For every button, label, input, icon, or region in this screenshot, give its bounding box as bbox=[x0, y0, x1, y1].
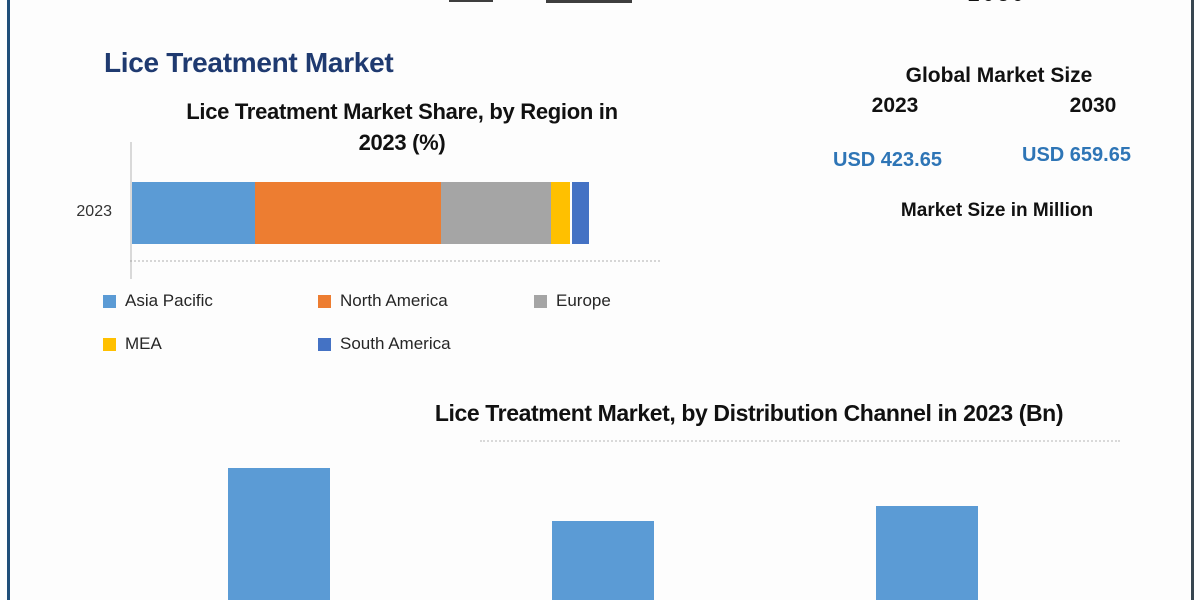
top-cut-text-remnant bbox=[449, 0, 493, 2]
region-stacked-bar bbox=[132, 182, 589, 244]
legend-swatch-mea bbox=[103, 337, 116, 351]
legend-label: MEA bbox=[125, 334, 162, 353]
region-chart-title: Lice Treatment Market Share, by Region i… bbox=[152, 96, 652, 158]
market-size-value-2023: USD 423.65 bbox=[833, 149, 942, 171]
legend-item-asia-pacific: Asia Pacific bbox=[103, 291, 213, 311]
region-chart-baseline bbox=[130, 260, 660, 262]
legend-item-europe: Europe bbox=[534, 291, 611, 311]
distribution-bar-3 bbox=[876, 506, 978, 600]
global-market-size-title: Global Market Size bbox=[905, 64, 1093, 87]
legend-label: Europe bbox=[556, 291, 611, 310]
distribution-chart-title-underline bbox=[480, 440, 1120, 442]
legend-item-north-america: North America bbox=[318, 291, 448, 311]
market-size-year-2023: 2023 bbox=[871, 94, 919, 117]
market-size-value-2030: USD 659.65 bbox=[1022, 144, 1131, 166]
legend-label: South America bbox=[340, 334, 451, 353]
stacked-segment-mea bbox=[550, 182, 571, 244]
legend-swatch-north-america bbox=[318, 294, 331, 308]
legend-swatch-south-america bbox=[318, 337, 331, 351]
legend-swatch-europe bbox=[534, 294, 547, 308]
stacked-segment-north-america bbox=[254, 182, 442, 244]
legend-swatch-asia-pacific bbox=[103, 294, 116, 308]
stacked-segment-south-america bbox=[572, 182, 589, 244]
region-chart-title-line1: Lice Treatment Market Share, by Region i… bbox=[186, 99, 618, 124]
legend-item-mea: MEA bbox=[103, 334, 162, 354]
region-chart-y-axis bbox=[130, 142, 132, 279]
stacked-segment-europe bbox=[441, 182, 551, 244]
distribution-bar-1 bbox=[228, 468, 330, 600]
market-size-unit-note: Market Size in Million bbox=[900, 200, 1094, 221]
distribution-chart-title: Lice Treatment Market, by Distribution C… bbox=[434, 400, 1064, 426]
legend-label: Asia Pacific bbox=[125, 291, 213, 310]
legend-item-south-america: South America bbox=[318, 334, 451, 354]
market-size-year-2030: 2030 bbox=[1069, 94, 1117, 117]
legend-label: North America bbox=[340, 291, 448, 310]
right-border-line bbox=[1191, 0, 1194, 600]
distribution-bar-2 bbox=[552, 521, 654, 600]
page-title: Lice Treatment Market bbox=[104, 47, 394, 78]
region-chart-title-line2: 2023 (%) bbox=[358, 130, 446, 156]
region-chart-category-label: 2023 bbox=[76, 203, 112, 220]
top-cut-year-text: 2030 bbox=[968, 0, 1026, 4]
stacked-segment-asia-pacific bbox=[132, 182, 255, 244]
top-cut-text-remnant bbox=[546, 0, 632, 3]
left-border-line bbox=[7, 0, 10, 600]
